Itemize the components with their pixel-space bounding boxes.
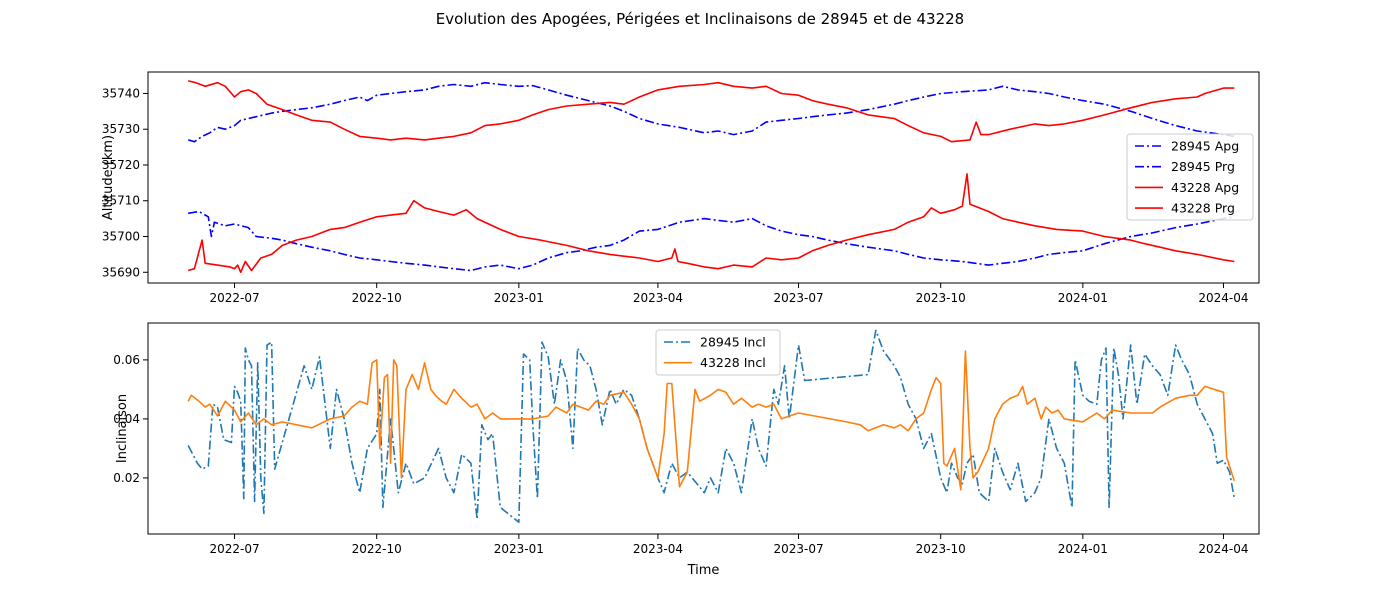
x-tick-label: 2023-01 — [494, 542, 544, 556]
legend-label-28945-apg: 28945 Apg — [1171, 139, 1239, 154]
series-line-28945-prg — [188, 210, 1235, 272]
x-tick-label: 2023-07 — [773, 291, 823, 305]
series-line-28945-incl — [187, 329, 1236, 523]
legend: 28945 Incl 43228 Incl — [655, 329, 781, 376]
y-axis-label: Inclinaison — [115, 394, 130, 463]
y-tick-label: 35730 — [102, 122, 140, 136]
x-tick-label: 2023-04 — [633, 542, 683, 556]
y-tick-label: 0.06 — [113, 353, 140, 367]
series-lines — [187, 329, 1236, 523]
axes-frame — [147, 322, 1260, 535]
legend-label-43228-incl: 43228 Incl — [700, 355, 766, 370]
altitude-panel: 2022-07 2022-10 2023-01 2023-04 2023-07 2023-… — [101, 71, 1260, 305]
series-line-43228-prg — [187, 173, 1235, 274]
x-tick-label: 2022-07 — [209, 291, 259, 305]
legend-label-28945-incl: 28945 Incl — [700, 335, 766, 350]
legend-box — [1126, 133, 1254, 221]
y-tick-label: 35700 — [102, 230, 140, 244]
series-line-43228-incl — [187, 350, 1236, 491]
y-tick-label: 0.04 — [113, 412, 140, 426]
x-tick-label: 2024-01 — [1058, 291, 1108, 305]
x-tick-label: 2023-07 — [773, 542, 823, 556]
axes-frame — [147, 71, 1260, 284]
x-tick-label: 2024-04 — [1198, 542, 1248, 556]
y-tick-label: 0.02 — [113, 471, 140, 485]
x-tick-label: 2024-01 — [1058, 542, 1108, 556]
x-tick-label: 2023-01 — [494, 291, 544, 305]
inclinaison-panel: 2022-07 2022-10 2023-01 2023-04 2023-07 2023-… — [113, 322, 1260, 578]
x-tick-label: 2023-04 — [633, 291, 683, 305]
x-tick-label: 2023-10 — [916, 542, 966, 556]
x-tick-label: 2022-07 — [209, 542, 259, 556]
y-axis-label: Altitude (km) — [101, 135, 116, 220]
legend-label-43228-prg: 43228 Prg — [1171, 201, 1235, 216]
x-tick-label: 2024-04 — [1198, 291, 1248, 305]
legend: 28945 Apg 28945 Prg 43228 Apg 43228 Prg — [1126, 133, 1254, 221]
figure-title: Evolution des Apogées, Périgées et Incli… — [436, 10, 964, 28]
y-tick-label: 35690 — [102, 265, 140, 279]
y-tick-label: 35710 — [102, 194, 140, 208]
legend-label-43228-apg: 43228 Apg — [1171, 180, 1239, 195]
series-line-43228-apg — [188, 80, 1235, 143]
series-line-28945-apg — [187, 81, 1235, 143]
x-axis-label: Time — [687, 563, 720, 578]
legend-label-28945-prg: 28945 Prg — [1171, 159, 1235, 174]
y-tick-label: 35740 — [102, 86, 140, 100]
y-tick-label: 35720 — [102, 158, 140, 172]
x-tick-label: 2023-10 — [916, 291, 966, 305]
x-tick-label: 2022-10 — [352, 291, 402, 305]
x-tick-label: 2022-10 — [352, 542, 402, 556]
series-lines — [187, 80, 1235, 274]
